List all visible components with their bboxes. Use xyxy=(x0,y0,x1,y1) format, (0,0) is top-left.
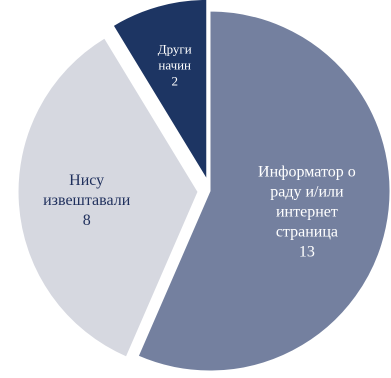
pie-slice-label-line: интернет xyxy=(276,204,338,221)
pie-slice-value: 2 xyxy=(171,74,178,89)
pie-slice-label-3: Други начин 2 xyxy=(158,42,192,89)
pie-slice-2 xyxy=(17,37,199,358)
pie-slice-value: 13 xyxy=(299,244,315,261)
pie-slice-label-2: Нису извештавали 8 xyxy=(43,172,131,229)
pie-slice-label-line: Нису xyxy=(69,172,104,189)
pie-slice-label-line: извештавали xyxy=(43,192,131,209)
pie-slices xyxy=(17,0,391,372)
pie-slice-label-1: Информатор о раду и/или интернет страница 13 xyxy=(258,164,356,261)
pie-slice-1 xyxy=(137,10,391,372)
pie-slice-label-line: Други xyxy=(158,42,192,57)
pie-slice-label-line: страница xyxy=(276,224,338,241)
pie-slice-label-line: начин xyxy=(158,58,191,73)
pie-slice-3 xyxy=(112,0,208,182)
pie-slice-label-line: раду и/или xyxy=(270,184,344,201)
pie-slice-value: 8 xyxy=(83,212,91,229)
pie-slice-label-line: Информатор о xyxy=(258,164,356,181)
pie-labels: Информатор о раду и/или интернет страница 13… xyxy=(43,42,356,261)
